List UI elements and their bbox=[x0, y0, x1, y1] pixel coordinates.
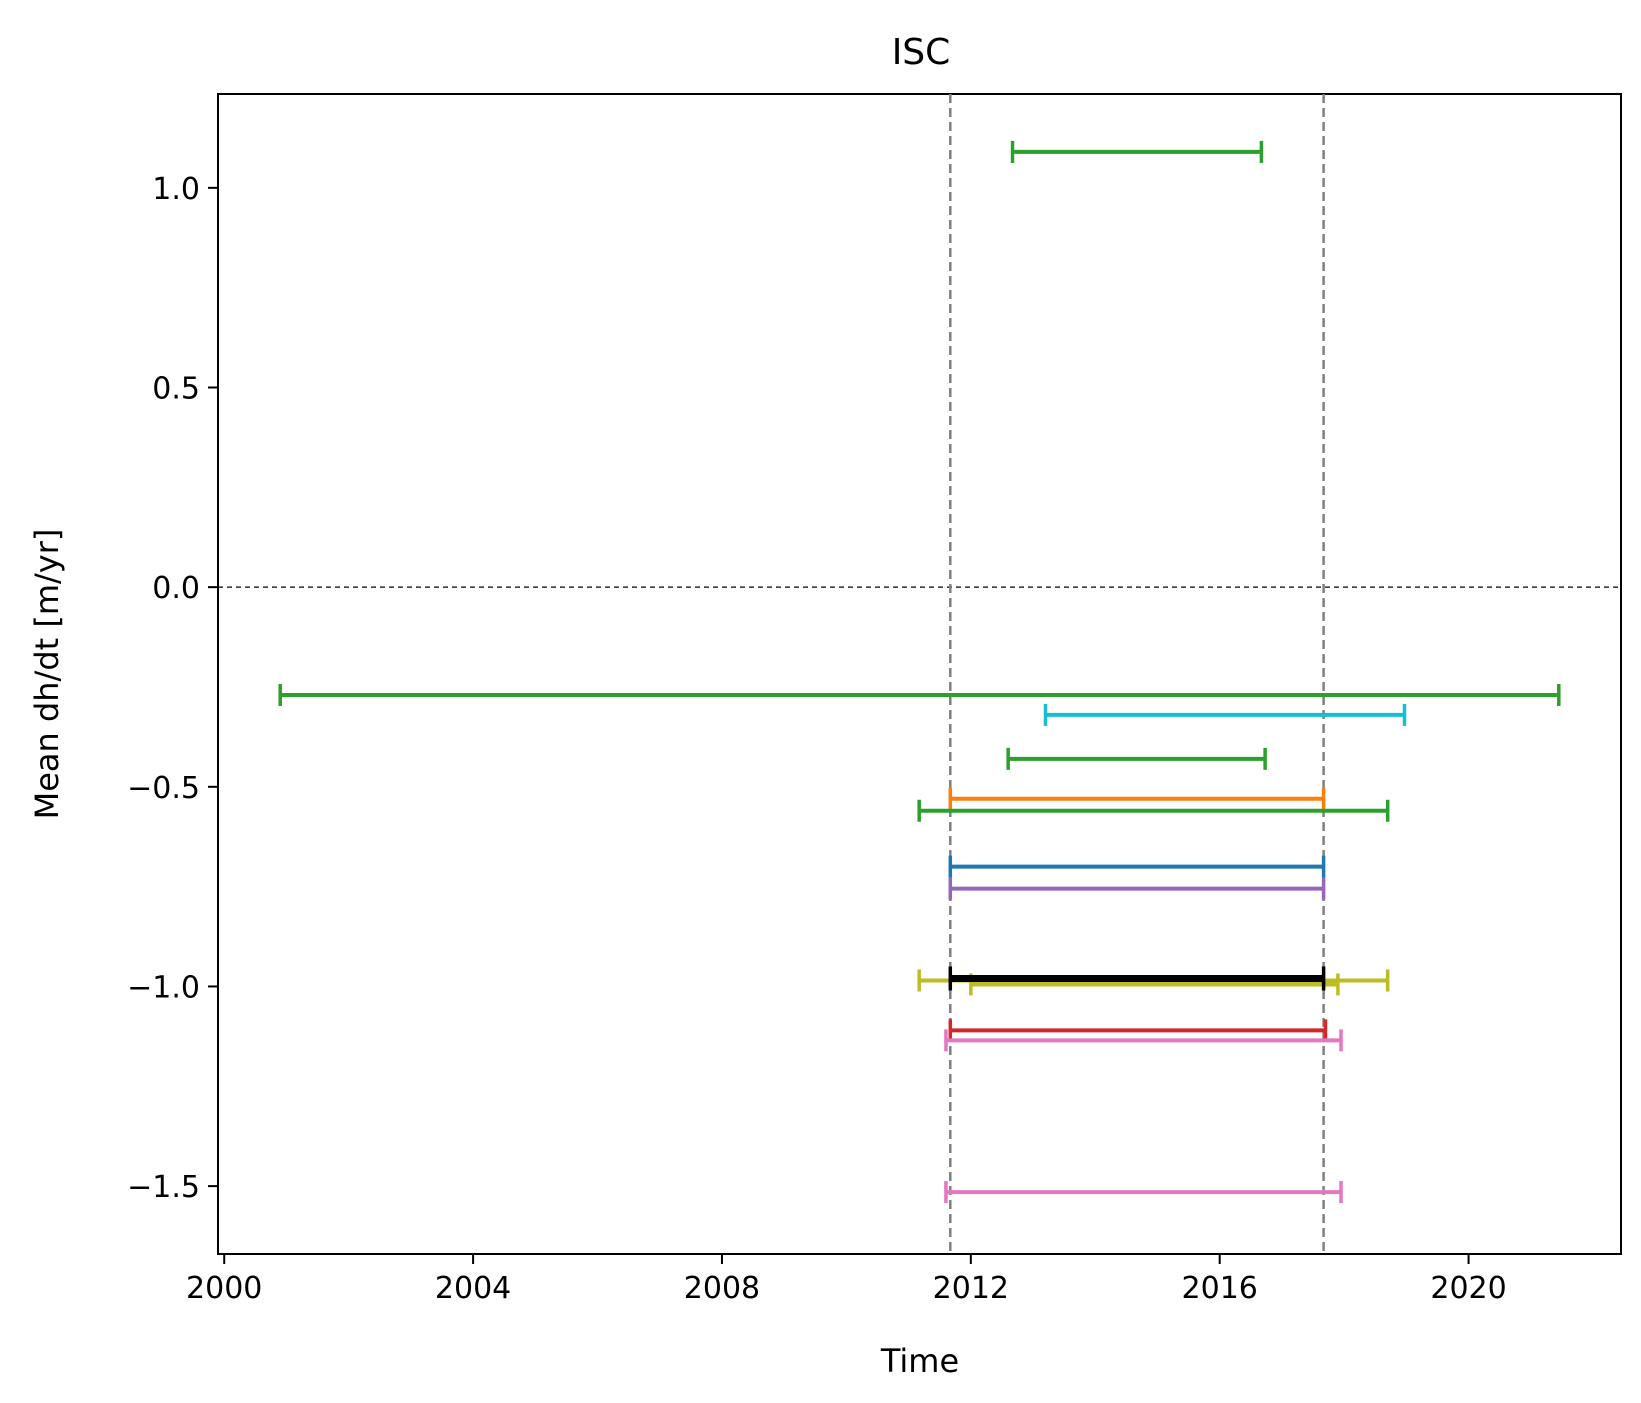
x-axis-label: Time bbox=[880, 1342, 959, 1380]
error-bar bbox=[948, 877, 1326, 900]
y-tick-label: 0.5 bbox=[152, 371, 200, 406]
reference-lines bbox=[218, 94, 1621, 1254]
y-axis: 1.0 0.5 0.0 −0.5 −1.0 −1.5 bbox=[127, 172, 218, 1205]
x-tick-label: 2008 bbox=[684, 1271, 760, 1306]
y-tick-label: −0.5 bbox=[127, 771, 200, 806]
error-bar bbox=[948, 966, 1326, 991]
error-bar bbox=[917, 799, 1390, 822]
error-bar bbox=[1010, 140, 1264, 163]
error-bar bbox=[1006, 747, 1267, 770]
x-tick-label: 2004 bbox=[435, 1271, 511, 1306]
error-bar bbox=[948, 1019, 1328, 1042]
error-bar bbox=[944, 1029, 1343, 1052]
x-tick-label: 2000 bbox=[186, 1271, 262, 1306]
error-bar bbox=[944, 1181, 1343, 1204]
error-bar bbox=[1043, 703, 1407, 726]
y-tick-label: 1.0 bbox=[152, 172, 200, 207]
error-bar bbox=[278, 683, 1561, 706]
error-bar bbox=[948, 787, 1326, 810]
error-bars bbox=[278, 140, 1561, 1204]
plot-frame bbox=[217, 93, 1622, 1255]
plot-area bbox=[217, 93, 1622, 1255]
y-axis-label: Mean dh/dt [m/yr] bbox=[28, 529, 66, 820]
y-tick-label: −1.0 bbox=[127, 970, 200, 1005]
chart-title: ISC bbox=[892, 32, 951, 73]
y-tick-label: −1.5 bbox=[127, 1170, 200, 1205]
y-tick-label: 0.0 bbox=[152, 571, 200, 606]
error-bar bbox=[948, 855, 1326, 878]
x-axis: 2000 2004 2008 2012 2016 2020 bbox=[186, 1254, 1507, 1306]
x-tick-label: 2020 bbox=[1430, 1271, 1506, 1306]
x-tick-label: 2012 bbox=[933, 1271, 1009, 1306]
x-tick-label: 2016 bbox=[1182, 1271, 1258, 1306]
